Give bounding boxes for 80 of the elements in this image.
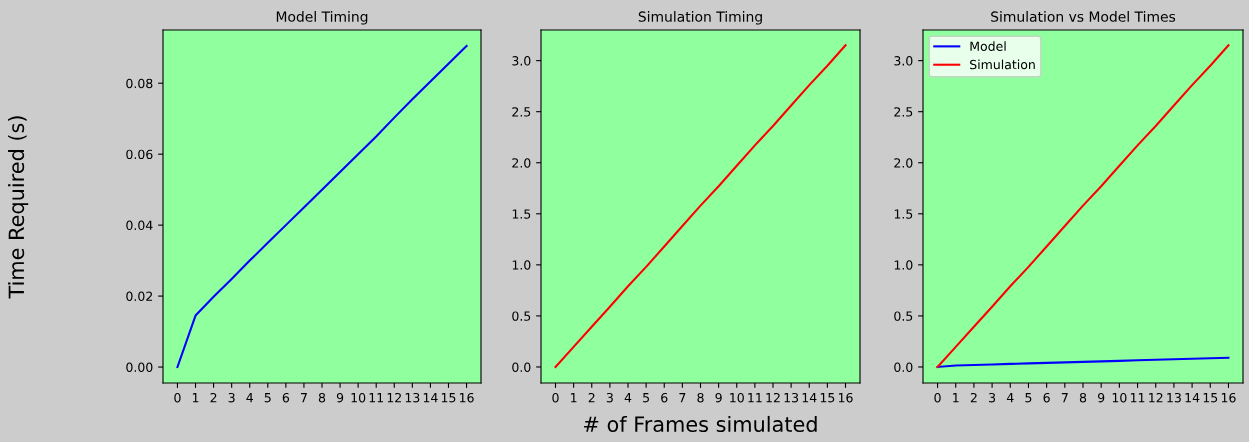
line-series <box>936 356 1230 369</box>
y-tick-label: 3.0 <box>894 56 913 66</box>
y-tick-label: 1.5 <box>512 209 531 219</box>
line-series <box>554 44 847 369</box>
x-tick-label: 16 <box>838 392 853 403</box>
x-tick-label: 16 <box>1221 392 1236 403</box>
y-tick-label: 0.0 <box>894 362 913 372</box>
y-tick-label: 2.5 <box>512 107 531 117</box>
x-tick-label: 2 <box>588 392 595 403</box>
y-tick-label: 2.0 <box>894 158 913 168</box>
y-tick-label: 0.08 <box>126 78 153 89</box>
x-tick-label: 1 <box>571 393 577 403</box>
y-tick-label: 0.02 <box>126 291 153 302</box>
y-axis-title: Time Required (s) <box>8 116 29 299</box>
x-tick-label: 9 <box>715 392 722 403</box>
x-tick-label: 4 <box>1006 393 1014 403</box>
y-tick-label: 1.0 <box>512 260 531 270</box>
x-tick-label: 15 <box>820 393 835 403</box>
chart-title: Simulation vs Model Times <box>991 11 1176 22</box>
x-tick-label: 16 <box>459 392 474 403</box>
x-tick-label: 15 <box>1203 393 1218 403</box>
y-tick-label: 0.06 <box>126 149 153 160</box>
x-tick-label: 10 <box>1112 392 1127 403</box>
x-tick-label: 1 <box>953 393 959 403</box>
x-tick-label: 11 <box>369 393 383 403</box>
x-tick-label: 13 <box>405 392 420 403</box>
y-tick-label: 0.5 <box>894 311 913 321</box>
y-tick-label: 0.04 <box>126 220 153 231</box>
chart-title: Simulation Timing <box>638 11 762 25</box>
x-tick-label: 14 <box>423 393 438 403</box>
x-tick-label: 8 <box>1079 392 1087 403</box>
legend-label: Simulation <box>970 59 1035 70</box>
y-tick-label: 1.5 <box>894 209 913 219</box>
x-tick-label: 13 <box>1167 392 1181 403</box>
y-tick-label: 0.0 <box>512 362 531 372</box>
x-tick-label: 2 <box>970 392 977 403</box>
x-tick-label: 3 <box>989 392 996 403</box>
legend-label: Model <box>970 41 1006 51</box>
chart-title: Model Timing <box>276 11 368 25</box>
x-tick-label: 5 <box>264 393 271 403</box>
x-tick-label: 4 <box>246 393 253 403</box>
x-tick-label: 5 <box>1025 393 1032 403</box>
x-tick-label: 11 <box>1130 393 1145 403</box>
x-axis-title: # of Frames simulated <box>584 415 817 433</box>
x-tick-label: 3 <box>228 392 235 403</box>
x-tick-label: 5 <box>643 393 650 403</box>
y-tick-label: 0.00 <box>126 362 153 372</box>
x-tick-label: 6 <box>1043 392 1050 403</box>
y-tick-label: 2.5 <box>894 107 913 117</box>
x-tick-label: 9 <box>336 392 344 403</box>
x-tick-label: 8 <box>697 392 704 403</box>
y-tick-label: 0.5 <box>512 311 531 321</box>
x-tick-label: 12 <box>387 392 401 403</box>
x-tick-label: 10 <box>730 392 744 403</box>
x-tick-label: 0 <box>552 392 559 403</box>
x-tick-label: 0 <box>174 392 181 403</box>
x-tick-label: 3 <box>606 392 613 403</box>
x-tick-label: 8 <box>318 392 326 403</box>
x-tick-label: 10 <box>351 392 366 403</box>
x-tick-label: 7 <box>1061 393 1068 403</box>
x-tick-label: 7 <box>300 393 307 403</box>
y-tick-label: 1.0 <box>894 260 913 270</box>
x-tick-label: 11 <box>748 393 762 403</box>
x-tick-label: 1 <box>192 393 199 403</box>
x-tick-label: 7 <box>679 393 686 403</box>
line-series <box>176 44 468 369</box>
y-tick-label: 3.0 <box>512 56 531 66</box>
x-tick-label: 12 <box>766 392 780 403</box>
x-tick-label: 4 <box>624 393 632 403</box>
x-tick-label: 9 <box>1097 392 1105 403</box>
x-tick-label: 2 <box>210 392 217 403</box>
x-tick-label: 13 <box>784 392 799 403</box>
x-tick-label: 14 <box>802 393 817 403</box>
y-tick-label: 2.0 <box>512 158 531 168</box>
x-tick-label: 12 <box>1149 392 1163 403</box>
x-tick-label: 6 <box>661 392 668 403</box>
x-tick-label: 6 <box>282 392 290 403</box>
x-tick-label: 14 <box>1185 393 1200 403</box>
x-tick-label: 0 <box>934 392 941 403</box>
x-tick-label: 15 <box>441 393 456 403</box>
